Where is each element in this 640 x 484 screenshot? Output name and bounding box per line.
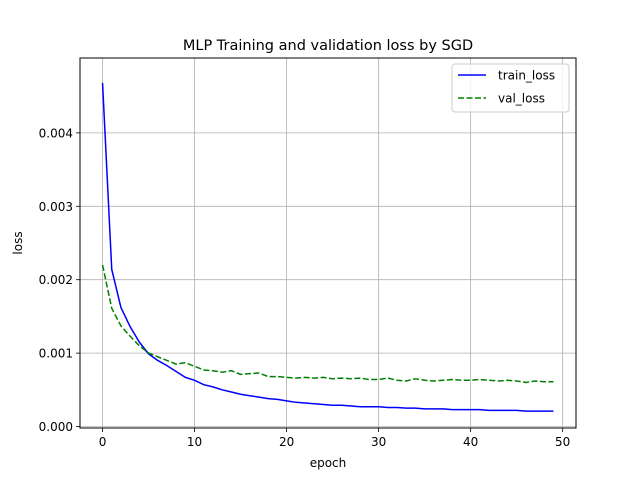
plot-area <box>80 58 576 428</box>
y-tick-label: 0.002 <box>39 273 73 287</box>
y-tick-label: 0.000 <box>39 420 73 434</box>
legend-val-loss-label: val_loss <box>498 92 545 106</box>
y-tick-label: 0.001 <box>39 347 73 361</box>
x-tick-label: 50 <box>555 435 570 449</box>
axis-ticks: 0 10 20 30 40 50 0.000 0.001 0.002 0.003 0.004 <box>39 126 571 449</box>
x-tick-label: 30 <box>371 435 386 449</box>
chart-title: MLP Training and validation loss by SGD <box>183 38 473 54</box>
series-lines <box>101 82 554 412</box>
legend-box <box>451 63 570 113</box>
legend-train-loss-label: train_loss <box>498 69 555 83</box>
y-axis-label: loss <box>11 231 25 254</box>
x-tick-label: 10 <box>187 435 202 449</box>
y-tick-label: 0.003 <box>39 200 73 214</box>
x-axis-label: epoch <box>310 456 347 470</box>
x-tick-label: 20 <box>279 435 294 449</box>
legend: train_loss val_loss <box>451 63 570 113</box>
plot-frame <box>79 57 577 429</box>
x-tick-label: 40 <box>463 435 478 449</box>
val-loss-line <box>101 264 554 384</box>
train-loss-line <box>101 82 554 412</box>
grid-lines <box>80 58 576 428</box>
x-tick-label: 0 <box>99 435 107 449</box>
y-tick-label: 0.004 <box>39 126 73 140</box>
